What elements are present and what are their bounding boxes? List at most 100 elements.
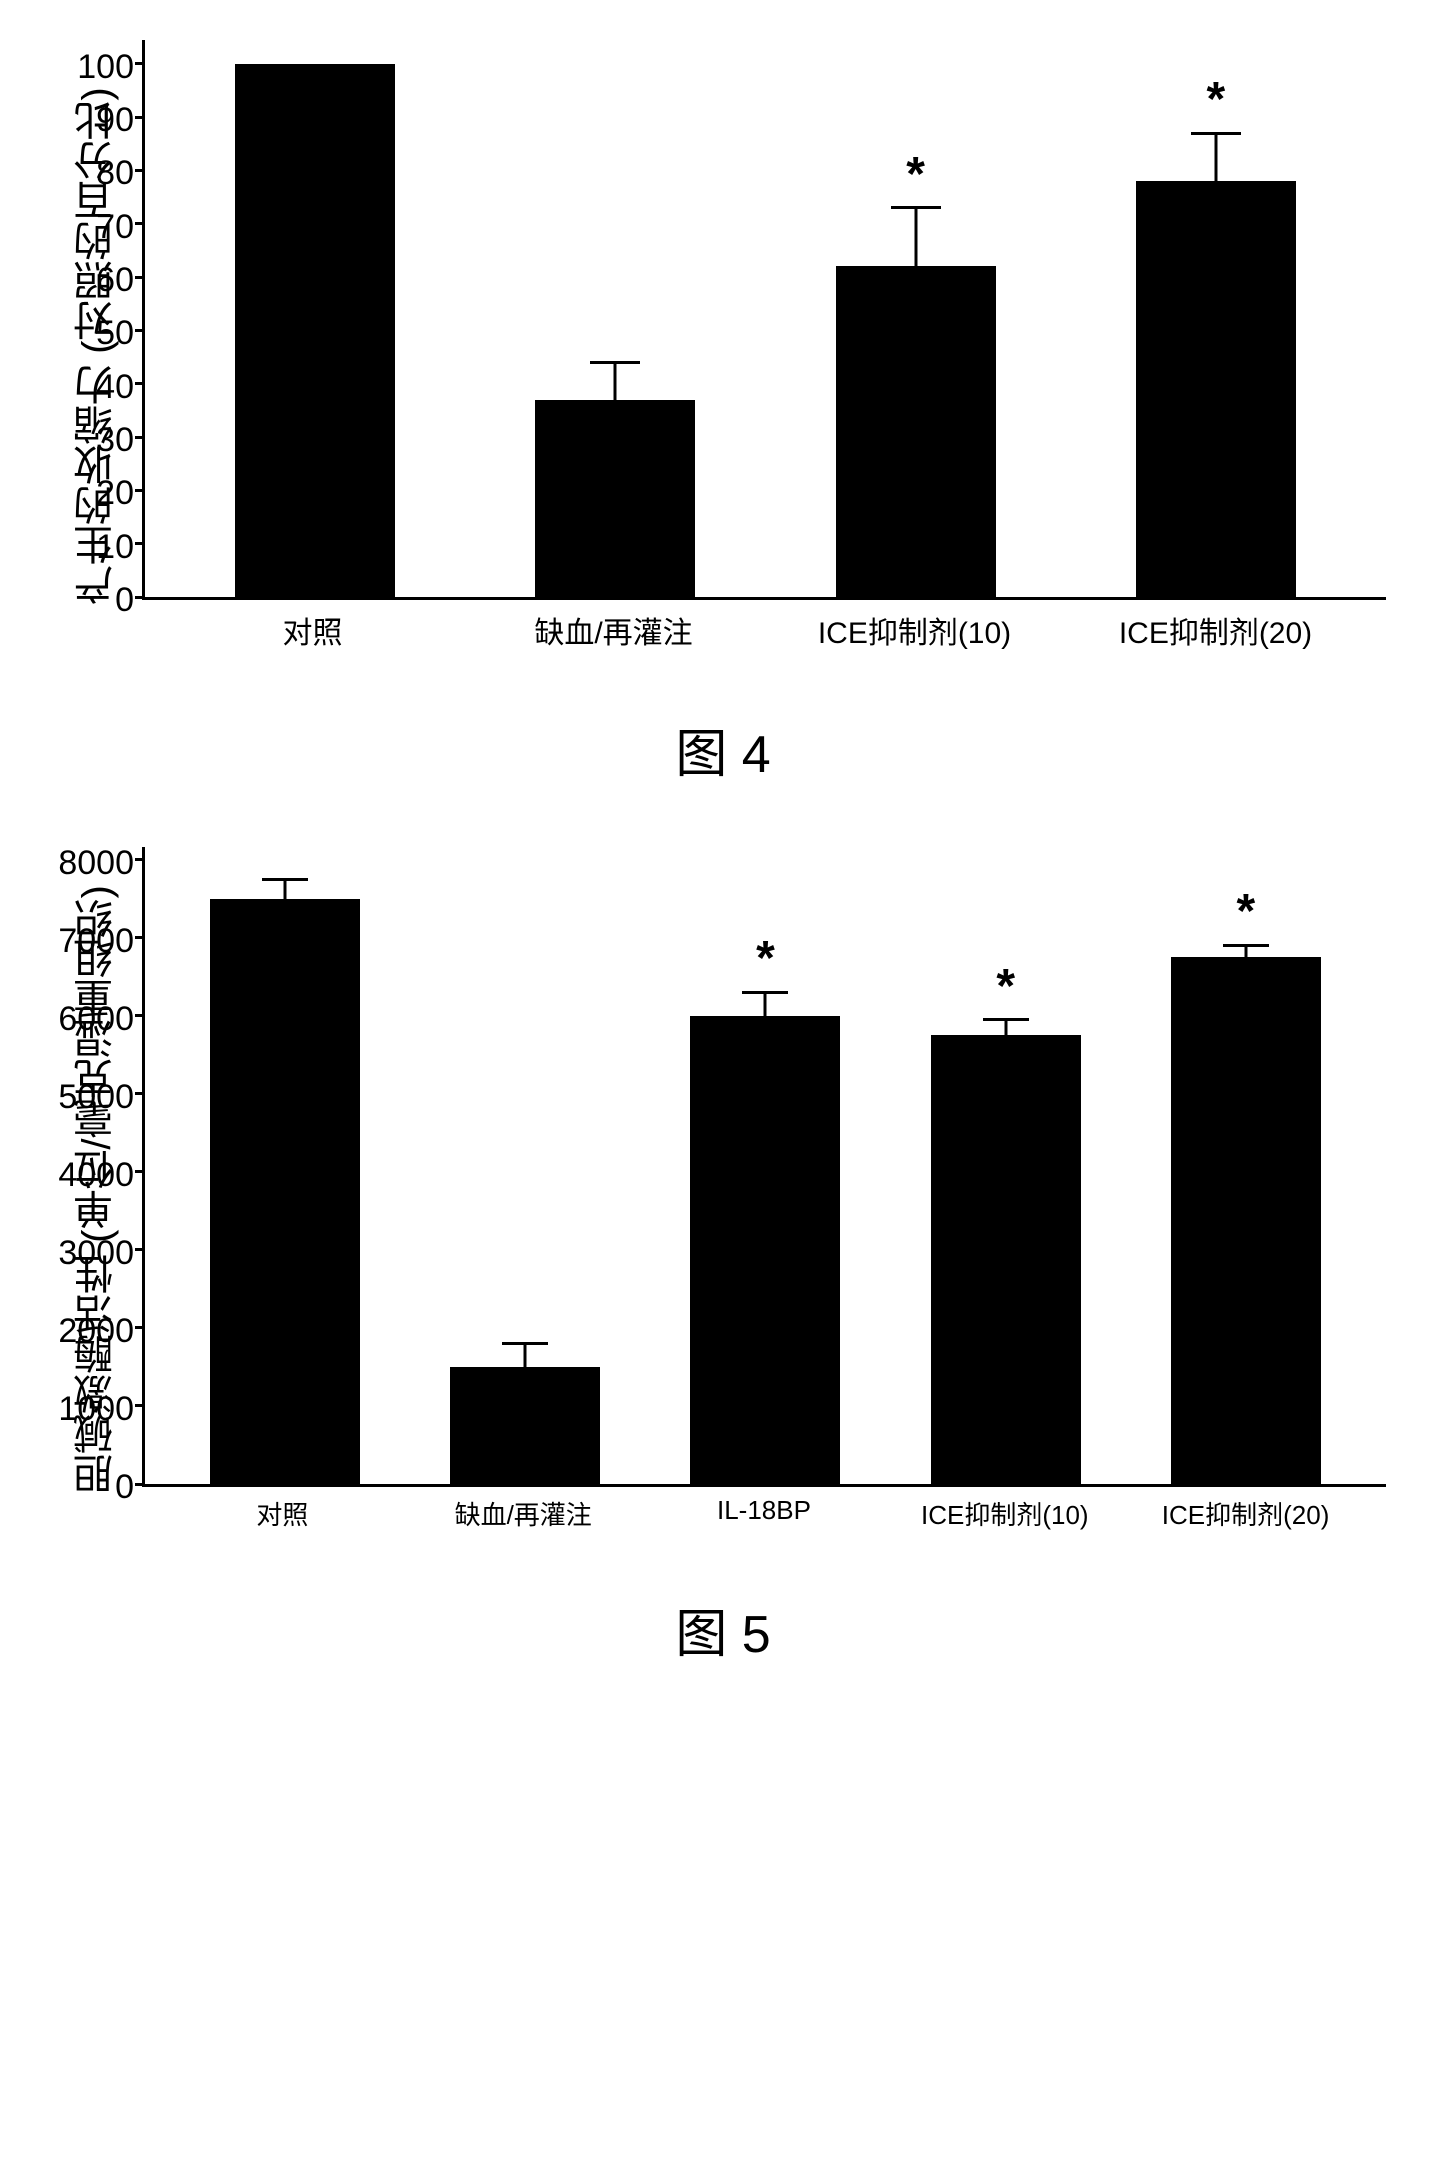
fig4-bars-row: ** [145, 40, 1386, 597]
fig5-xlabels: 对照 缺血/再灌注 IL-18BP ICE抑制剂(10) ICE抑制剂(20) [142, 1487, 1386, 1532]
bar-slot [505, 400, 725, 597]
bar-slot: * [806, 266, 1026, 597]
bar: * [931, 1035, 1081, 1484]
ytick-label: 0 [115, 583, 134, 617]
fig4-xlabels: 对照 缺血/再灌注 ICE抑制剂(10) ICE抑制剂(20) [142, 600, 1386, 652]
xtick-label: 缺血/再灌注 [428, 1495, 618, 1532]
ytick-label: 40 [96, 370, 134, 404]
fig5-bars-row: *** [145, 847, 1386, 1484]
ytick-label: 1000 [58, 1392, 134, 1426]
fig5-yticks: 800070006000500040003000200010000 [134, 847, 142, 1487]
ytick-mark [135, 1483, 145, 1486]
error-cap [1223, 944, 1269, 947]
ytick-label: 6000 [58, 1002, 134, 1036]
error-bar [284, 879, 287, 899]
ytick-mark [135, 1092, 145, 1095]
ytick-mark [135, 222, 145, 225]
fig5-caption: 图 5 [60, 1592, 1386, 1667]
significance-marker: * [756, 931, 775, 986]
ytick-label: 60 [96, 263, 134, 297]
bar-slot [205, 64, 425, 597]
ytick-mark [135, 1170, 145, 1173]
ytick-label: 50 [96, 316, 134, 350]
ytick-mark [135, 169, 145, 172]
bar: * [836, 266, 996, 597]
ytick-mark [135, 329, 145, 332]
error-bar [1214, 133, 1217, 181]
bar-slot: * [1106, 181, 1326, 597]
ytick-mark [135, 276, 145, 279]
error-cap [1191, 132, 1241, 135]
error-cap [502, 1342, 548, 1345]
ytick-mark [135, 1326, 145, 1329]
error-cap [590, 361, 640, 364]
error-bar [914, 208, 917, 267]
error-bar [764, 992, 767, 1015]
significance-marker: * [996, 959, 1015, 1014]
ytick-label: 100 [77, 50, 134, 84]
bar: * [1136, 181, 1296, 597]
ytick-mark [135, 596, 145, 599]
significance-marker: * [1237, 884, 1256, 939]
ytick-label: 7000 [58, 924, 134, 958]
xtick-label: ICE抑制剂(10) [910, 1495, 1100, 1532]
figure-4: 产生的收缩力 (对照的百分比) 1009080706050403020100 *… [60, 40, 1386, 787]
bar-slot [430, 1367, 620, 1484]
significance-marker: * [906, 147, 925, 202]
error-cap [891, 206, 941, 209]
bar [235, 64, 395, 597]
xtick-label: IL-18BP [669, 1495, 859, 1532]
bar: * [1171, 957, 1321, 1484]
xtick-label: 对照 [187, 1495, 377, 1532]
error-bar [614, 362, 617, 399]
ytick-label: 20 [96, 476, 134, 510]
ytick-label: 8000 [58, 846, 134, 880]
error-bar [524, 1344, 527, 1367]
ytick-mark [135, 1404, 145, 1407]
fig4-caption: 图 4 [60, 712, 1386, 787]
ytick-mark [135, 489, 145, 492]
error-cap [742, 991, 788, 994]
ytick-mark [135, 62, 145, 65]
ytick-label: 80 [96, 156, 134, 190]
ytick-mark [135, 1014, 145, 1017]
fig5-chart: 胆碱激酶活性 (单位/毫克湿重组织) 800070006000500040003… [60, 847, 1386, 1532]
bar [210, 899, 360, 1484]
ytick-label: 30 [96, 423, 134, 457]
xtick-label: 缺血/再灌注 [504, 608, 724, 652]
error-cap [983, 1018, 1029, 1021]
ytick-label: 70 [96, 210, 134, 244]
ytick-mark [135, 542, 145, 545]
xtick-label: ICE抑制剂(10) [805, 608, 1025, 652]
ytick-label: 90 [96, 103, 134, 137]
bar-slot: * [911, 1035, 1101, 1484]
bar-slot: * [670, 1016, 860, 1484]
fig4-plot-area: ** [142, 40, 1386, 600]
fig5-plot-area: *** [142, 847, 1386, 1487]
xtick-label: 对照 [203, 608, 423, 652]
error-bar [1244, 945, 1247, 957]
ytick-label: 0 [115, 1470, 134, 1504]
ytick-label: 3000 [58, 1236, 134, 1270]
error-cap [262, 878, 308, 881]
figure-5: 胆碱激酶活性 (单位/毫克湿重组织) 800070006000500040003… [60, 847, 1386, 1667]
ytick-label: 10 [96, 530, 134, 564]
bar [535, 400, 695, 597]
ytick-label: 4000 [58, 1158, 134, 1192]
significance-marker: * [1207, 72, 1226, 127]
error-bar [1004, 1020, 1007, 1036]
bar-slot [190, 899, 380, 1484]
ytick-mark [135, 858, 145, 861]
bar: * [690, 1016, 840, 1484]
fig4-yticks: 1009080706050403020100 [134, 40, 142, 600]
xtick-label: ICE抑制剂(20) [1151, 1495, 1341, 1532]
ytick-mark [135, 116, 145, 119]
fig4-chart: 产生的收缩力 (对照的百分比) 1009080706050403020100 *… [60, 40, 1386, 652]
ytick-label: 2000 [58, 1314, 134, 1348]
bar-slot: * [1151, 957, 1341, 1484]
ytick-mark [135, 436, 145, 439]
ytick-mark [135, 382, 145, 385]
xtick-label: ICE抑制剂(20) [1106, 608, 1326, 652]
bar [450, 1367, 600, 1484]
ytick-mark [135, 1248, 145, 1251]
